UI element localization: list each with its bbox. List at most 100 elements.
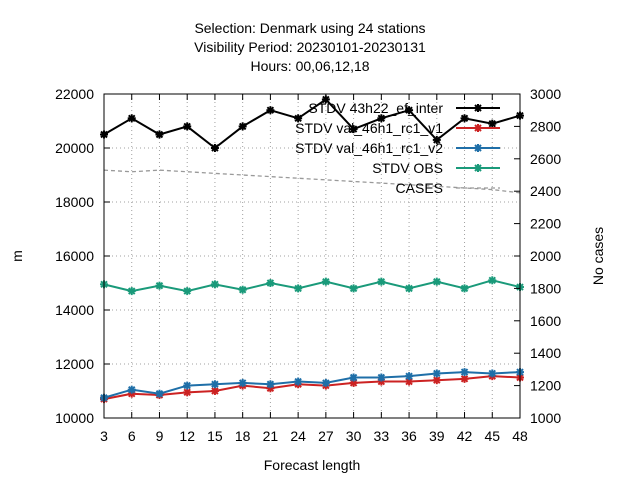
data-point [183,287,192,296]
x-tick-label: 27 [318,428,334,444]
data-point [432,369,441,378]
data-point [460,368,469,377]
data-point [210,280,219,289]
data-point [210,144,219,152]
series-line-4 [103,169,521,194]
data-point [210,380,219,389]
legend-marker [474,124,482,132]
y2-tick-label: 1800 [530,280,561,296]
series-layer [100,95,524,404]
chart-title-line: Hours: 00,06,12,18 [250,58,369,74]
y-tick-label: 22000 [55,86,94,102]
y2-tick-label: 3000 [530,86,561,102]
data-point [432,277,441,286]
x-tick-label: 30 [346,428,362,444]
data-point [460,114,469,123]
legend: STDV 43h22_ef_inter STDV val_46h1_rc1_v1 S… [295,100,500,196]
y-tick-label: 18000 [55,194,94,210]
y2-tick-label: 1600 [530,313,561,329]
y-axis-label: m [9,250,25,262]
data-point [377,373,386,382]
data-point [349,125,358,134]
y2-tick-label: 2600 [530,151,561,167]
data-point [488,276,497,285]
y2-tick-label: 2200 [530,216,561,232]
y-tick-label: 12000 [55,356,94,372]
x-tick-label: 21 [263,428,279,444]
data-point [321,378,330,387]
legend-marker [474,104,482,112]
y2-tick-label: 2800 [530,118,561,134]
y-tick-label: 16000 [55,248,94,264]
data-point [460,374,469,383]
axes: 3 6 9 12 15 18 21 24 27 30 33 36 39 42 45 4810000120001… [55,86,561,444]
data-point [349,373,358,382]
x-tick-label: 12 [179,428,195,444]
x-tick-label: 9 [156,428,164,444]
data-point [155,281,164,290]
y2-tick-label: 2400 [530,183,561,199]
x-tick-label: 36 [401,428,417,444]
data-point [266,106,275,115]
data-point [405,106,414,115]
data-point [460,284,469,293]
data-point [349,284,358,293]
data-point [210,387,219,395]
data-point [294,114,303,123]
y2-axis-label: No cases [590,227,606,285]
legend-label: STDV val_46h1_rc1_v2 [295,140,443,156]
data-point [127,287,136,296]
series-line-3 [103,279,521,293]
x-tick-label: 24 [290,428,306,444]
x-tick-label: 6 [128,428,136,444]
data-point [238,378,247,387]
chart-title-line: Selection: Denmark using 24 stations [194,20,425,36]
data-point [183,381,192,390]
y2-tick-label: 1400 [530,345,561,361]
chart-title-line: Visibility Period: 20230101-20230131 [194,39,426,55]
x-tick-label: 48 [512,428,528,444]
data-point [127,385,136,394]
data-point [266,279,275,287]
y-tick-label: 10000 [55,410,94,426]
data-point [488,119,497,128]
data-point [377,277,386,286]
data-point [321,277,330,286]
data-point [294,377,303,386]
x-tick-label: 18 [235,428,251,444]
data-point [183,122,192,131]
data-point [294,284,303,293]
data-point [238,285,247,294]
y2-tick-label: 2000 [530,248,561,264]
series-line-0 [103,98,521,150]
legend-marker [474,144,482,152]
data-point [155,389,164,398]
legend-label: STDV 43h22_ef_inter [308,100,443,116]
x-tick-label: 42 [457,428,473,444]
data-point [488,369,497,378]
x-tick-label: 3 [100,428,108,444]
data-point [432,135,441,144]
data-point [405,284,414,293]
legend-label: STDV OBS [372,160,443,176]
x-axis-label: Forecast length [264,457,361,473]
data-point [405,372,414,381]
data-point [183,388,192,397]
x-tick-label: 15 [207,428,223,444]
y-tick-label: 14000 [55,302,94,318]
data-point [432,376,441,385]
y2-tick-label: 1000 [530,410,561,426]
y-tick-label: 20000 [55,140,94,156]
data-point [266,380,275,389]
data-point [238,122,247,131]
data-point [127,114,136,123]
chart-title: Selection: Denmark using 24 stations Visi… [194,20,426,74]
x-tick-label: 45 [484,428,500,444]
x-tick-label: 33 [374,428,390,444]
legend-marker [474,164,482,172]
x-tick-label: 39 [429,428,445,444]
series-line-1 [103,375,521,401]
y2-tick-label: 1200 [530,378,561,394]
data-point [155,130,164,139]
